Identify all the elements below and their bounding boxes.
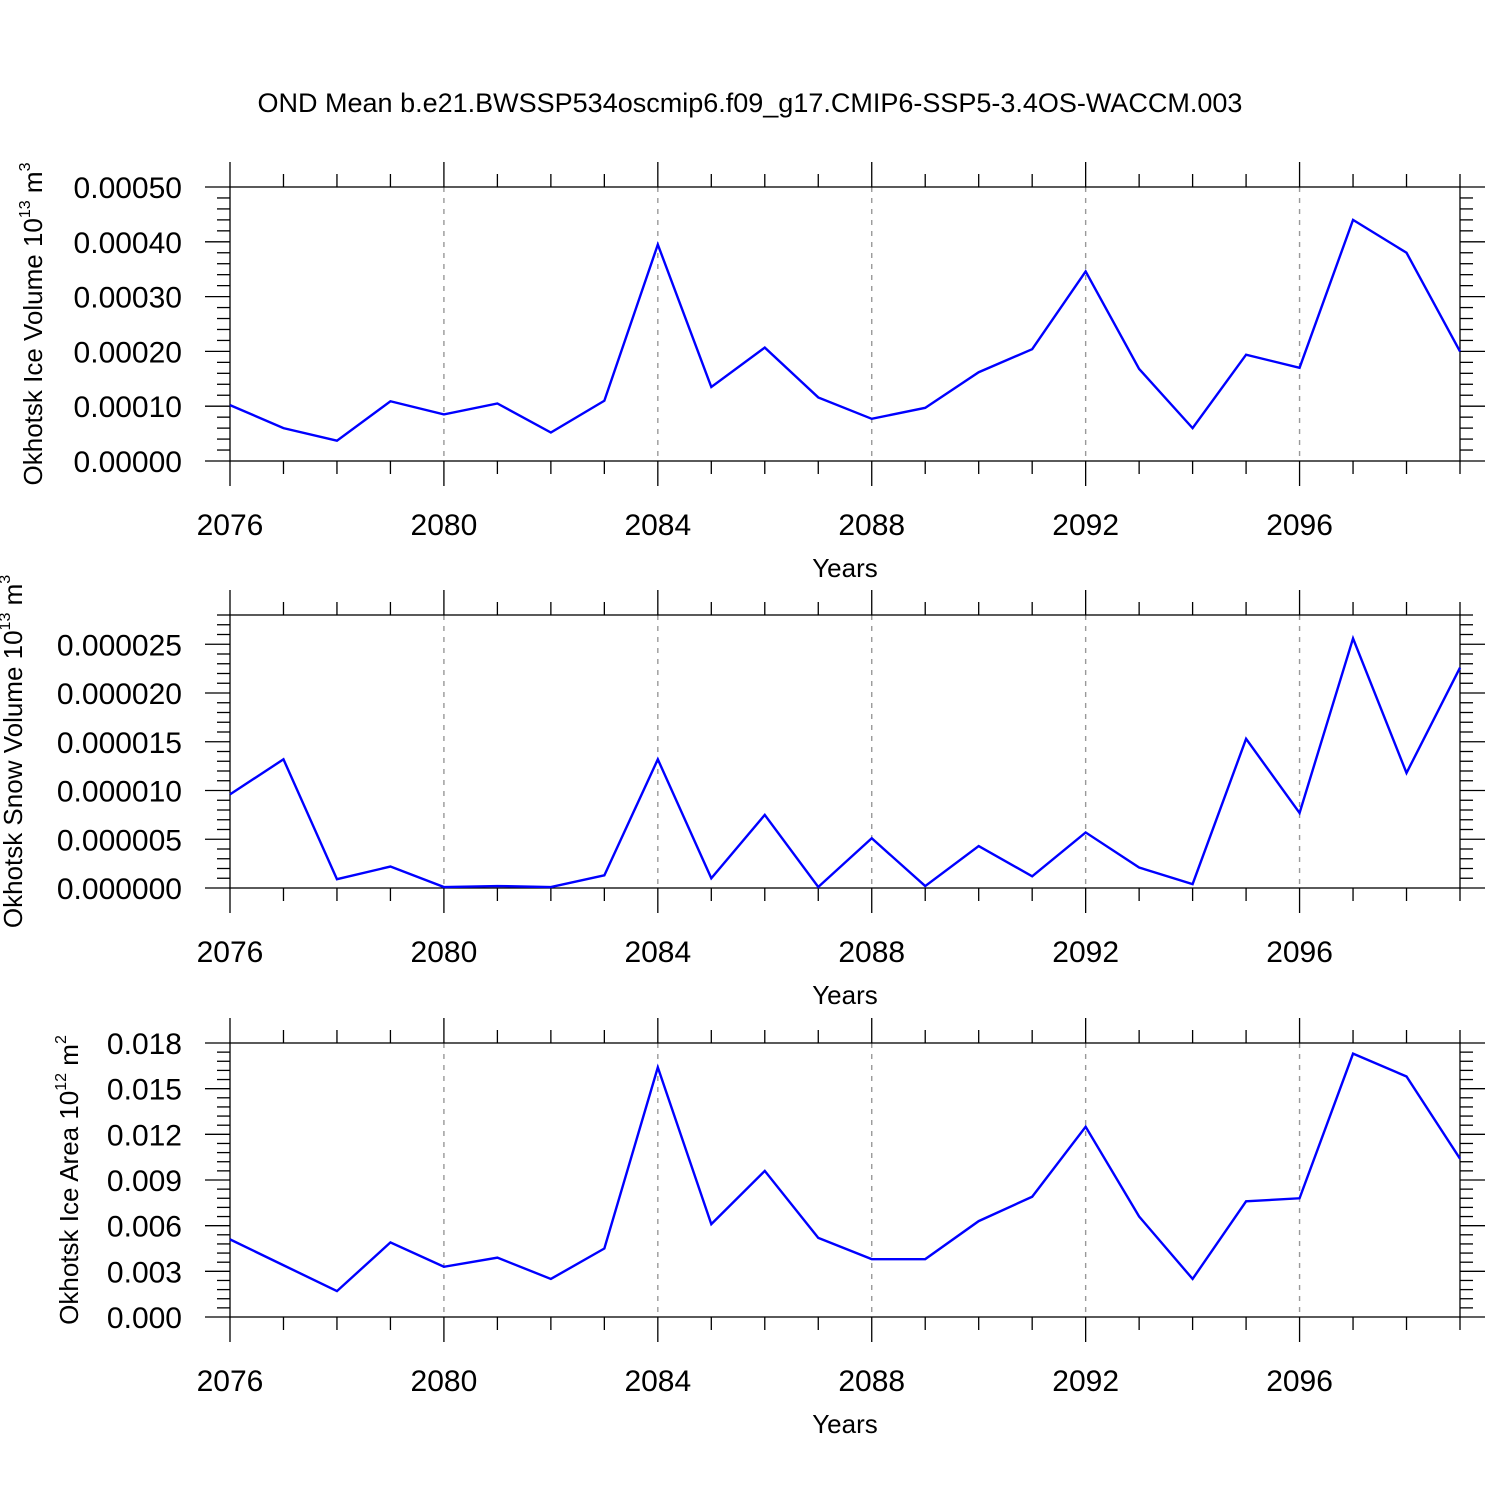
y-tick-label: 0.00050: [74, 172, 182, 205]
y-axis-title-unit-exponent: 3: [17, 162, 34, 171]
y-axis-title: Okhotsk Ice Area 1012 m2: [53, 1035, 84, 1325]
x-tick-label: 2092: [1052, 936, 1119, 969]
y-tick-label: 0.000: [107, 1302, 182, 1335]
x-tick-label: 2080: [411, 936, 478, 969]
y-tick-label: 0.000005: [57, 824, 182, 857]
x-axis-title: Years: [812, 553, 878, 583]
panel-1: 2076 2080 2084 2088 2092 2096 0.00000 0.00010 0.…: [17, 162, 1485, 583]
chart-panels: 2076 2080 2084 2088 2092 2096 0.00000 0.00010 0.…: [0, 162, 1485, 1439]
plot-frame: [229, 186, 1461, 462]
y-axis-title-text: Okhotsk Snow Volume 10: [0, 630, 28, 928]
x-tick-label: 2084: [624, 1365, 691, 1398]
y-axis-title-text: Okhotsk Ice Area 10: [54, 1091, 84, 1325]
y-axis-title-unit-exponent: 2: [53, 1035, 70, 1044]
x-tick-label: 2084: [624, 509, 691, 542]
y-tick-label: 0.00030: [74, 282, 182, 315]
y-axis-title-text: Okhotsk Ice Volume 10: [18, 218, 48, 485]
y-tick-label: 0.000000: [57, 873, 182, 906]
x-tick-label: 2088: [838, 936, 905, 969]
x-tick-label: 2080: [411, 1365, 478, 1398]
series-line: [229, 218, 1462, 443]
x-tick-label: 2088: [838, 509, 905, 542]
y-tick-label: 0.000025: [57, 629, 182, 662]
y-tick-label: 0.012: [107, 1119, 182, 1152]
y-tick-label: 0.006: [107, 1211, 182, 1244]
x-tick-label: 2076: [197, 936, 264, 969]
y-axis-title-unit: m: [0, 584, 28, 613]
series-line: [229, 634, 1462, 889]
y-tick-label: 0.003: [107, 1256, 182, 1289]
y-axis-title-unit: m: [54, 1044, 84, 1073]
x-tick-label: 2076: [197, 1365, 264, 1398]
x-tick-label: 2080: [411, 509, 478, 542]
y-tick-label: 0.000015: [57, 727, 182, 760]
y-axis-title-unit: m: [18, 171, 48, 200]
y-tick-label: 0.015: [107, 1074, 182, 1107]
x-tick-label: 2096: [1266, 936, 1333, 969]
y-axis-title-exponent: 13: [0, 613, 14, 631]
y-tick-label: 0.00010: [74, 391, 182, 424]
x-axis-title: Years: [812, 980, 878, 1010]
panel-2: 2076 2080 2084 2088 2092 2096 0.000000 0.000005…: [0, 575, 1485, 1010]
y-tick-label: 0.018: [107, 1028, 182, 1061]
series-line: [229, 1052, 1462, 1293]
y-axis-title-exponent: 12: [53, 1073, 70, 1091]
y-axis-title: Okhotsk Ice Volume 1013 m3: [17, 162, 48, 485]
x-tick-label: 2084: [624, 936, 691, 969]
y-tick-label: 0.000010: [57, 776, 182, 809]
panel-3: 2076 2080 2084 2088 2092 2096 0.000 0.003 0.006 0…: [53, 1018, 1485, 1439]
y-tick-label: 0.009: [107, 1165, 182, 1198]
y-axis-title-exponent: 13: [17, 200, 34, 218]
x-tick-label: 2076: [197, 509, 264, 542]
x-tick-label: 2096: [1266, 509, 1333, 542]
y-axis-title-unit-exponent: 3: [0, 575, 14, 584]
y-tick-label: 0.00020: [74, 336, 182, 369]
figure-title: OND Mean b.e21.BWSSP534oscmip6.f09_g17.C…: [258, 88, 1243, 118]
x-tick-label: 2096: [1266, 1365, 1333, 1398]
y-tick-label: 0.00000: [74, 446, 182, 479]
y-tick-label: 0.000020: [57, 678, 182, 711]
y-axis-title: Okhotsk Snow Volume 1013 m3: [0, 575, 28, 928]
y-tick-label: 0.00040: [74, 227, 182, 260]
x-axis-title: Years: [812, 1409, 878, 1439]
x-tick-label: 2088: [838, 1365, 905, 1398]
x-tick-label: 2092: [1052, 509, 1119, 542]
x-tick-label: 2092: [1052, 1365, 1119, 1398]
